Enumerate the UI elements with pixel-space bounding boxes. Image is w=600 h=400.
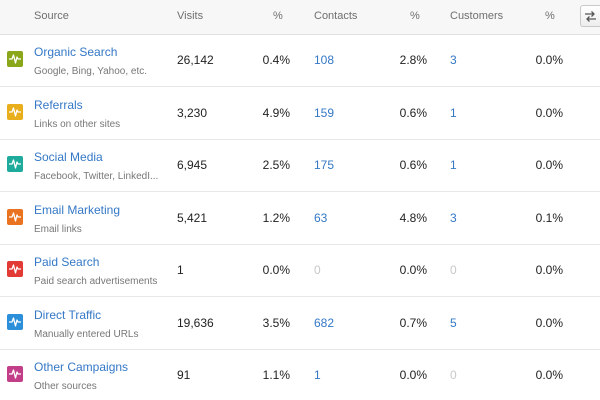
table-row[interactable]: Social Media Facebook, Twitter, LinkedI..… [0, 140, 600, 192]
source-description: Facebook, Twitter, LinkedI... [34, 171, 159, 182]
customers-percent: 0.0% [535, 263, 563, 277]
customers-value[interactable]: 1 [450, 158, 457, 172]
visits-percent: 1.1% [262, 368, 290, 382]
customers-percent: 0.0% [535, 368, 563, 382]
source-description: Manually entered URLs [34, 329, 139, 340]
customers-percent: 0.0% [535, 106, 563, 120]
table-row[interactable]: Paid Search Paid search advertisements 1 0.… [0, 245, 600, 297]
customers-value: 0 [450, 368, 457, 382]
visits-value: 1 [177, 263, 184, 277]
source-name-link[interactable]: Direct Traffic [34, 308, 102, 322]
visits-percent: 0.4% [262, 53, 290, 67]
customers-percent: 0.0% [535, 158, 563, 172]
table-row[interactable]: Email Marketing Email links 5,421 1.2% 63 4.8… [0, 193, 600, 245]
header-customers-percent[interactable]: % [545, 10, 555, 22]
header-contacts[interactable]: Contacts [314, 10, 358, 22]
contacts-percent: 0.6% [399, 158, 427, 172]
source-description: Links on other sites [34, 119, 121, 130]
contacts-percent: 0.0% [399, 368, 427, 382]
source-name-link[interactable]: Referrals [34, 98, 83, 112]
contacts-value[interactable]: 108 [314, 53, 335, 67]
source-description: Email links [34, 224, 82, 235]
visits-value: 5,421 [177, 211, 208, 225]
contacts-percent: 0.6% [399, 106, 427, 120]
source-name-link[interactable]: Social Media [34, 150, 103, 164]
contacts-value[interactable]: 63 [314, 211, 328, 225]
contacts-value[interactable]: 682 [314, 316, 335, 330]
visits-value: 19,636 [177, 316, 214, 330]
table-row[interactable]: Organic Search Google, Bing, Yahoo, etc. 2… [0, 35, 600, 87]
contacts-percent: 0.7% [399, 316, 427, 330]
visits-percent: 3.5% [262, 316, 290, 330]
customers-value[interactable]: 5 [450, 316, 457, 330]
customers-percent: 0.0% [535, 316, 563, 330]
visits-value: 91 [177, 368, 191, 382]
source-name-link[interactable]: Other Campaigns [34, 360, 129, 374]
visits-percent: 1.2% [262, 211, 290, 225]
contacts-percent: 2.8% [399, 53, 427, 67]
activity-icon [7, 261, 23, 277]
contacts-percent: 0.0% [399, 263, 427, 277]
header-source[interactable]: Source [34, 10, 69, 22]
header-visits-percent[interactable]: % [273, 10, 283, 22]
activity-icon [7, 366, 23, 382]
activity-icon [7, 51, 23, 67]
table-row[interactable]: Other Campaigns Other sources 91 1.1% 1 0.0% 0… [0, 350, 600, 400]
contacts-value[interactable]: 1 [314, 368, 321, 382]
header-visits[interactable]: Visits [177, 10, 204, 22]
customers-value: 0 [450, 263, 457, 277]
visits-value: 3,230 [177, 106, 208, 120]
customers-value[interactable]: 1 [450, 106, 457, 120]
table-row[interactable]: Direct Traffic Manually entered URLs 19,63… [0, 298, 600, 350]
customers-value[interactable]: 3 [450, 211, 457, 225]
table-row[interactable]: Referrals Links on other sites 3,230 4.9% 15… [0, 88, 600, 140]
visits-percent: 2.5% [262, 158, 290, 172]
source-description: Paid search advertisements [34, 276, 158, 287]
contacts-value[interactable]: 175 [314, 158, 335, 172]
activity-icon [7, 104, 23, 120]
table-header: Source Visits % Contacts % Customers % [0, 0, 600, 35]
contacts-value: 0 [314, 263, 321, 277]
customers-value[interactable]: 3 [450, 53, 457, 67]
contacts-percent: 4.8% [399, 211, 427, 225]
contacts-value[interactable]: 159 [314, 106, 335, 120]
header-contacts-percent[interactable]: % [410, 10, 420, 22]
customers-percent: 0.1% [535, 211, 563, 225]
visits-percent: 4.9% [262, 106, 290, 120]
column-settings-button[interactable] [580, 5, 600, 27]
source-description: Google, Bing, Yahoo, etc. [34, 66, 148, 77]
customers-percent: 0.0% [535, 53, 563, 67]
swap-arrows-icon [585, 11, 596, 22]
activity-icon [7, 314, 23, 330]
visits-value: 6,945 [177, 158, 208, 172]
activity-icon [7, 209, 23, 225]
activity-icon [7, 156, 23, 172]
header-customers[interactable]: Customers [450, 10, 504, 22]
visits-percent: 0.0% [262, 263, 290, 277]
visits-value: 26,142 [177, 53, 214, 67]
source-name-link[interactable]: Email Marketing [34, 203, 121, 217]
source-description: Other sources [34, 381, 97, 392]
source-name-link[interactable]: Organic Search [34, 45, 118, 59]
source-name-link[interactable]: Paid Search [34, 255, 100, 269]
